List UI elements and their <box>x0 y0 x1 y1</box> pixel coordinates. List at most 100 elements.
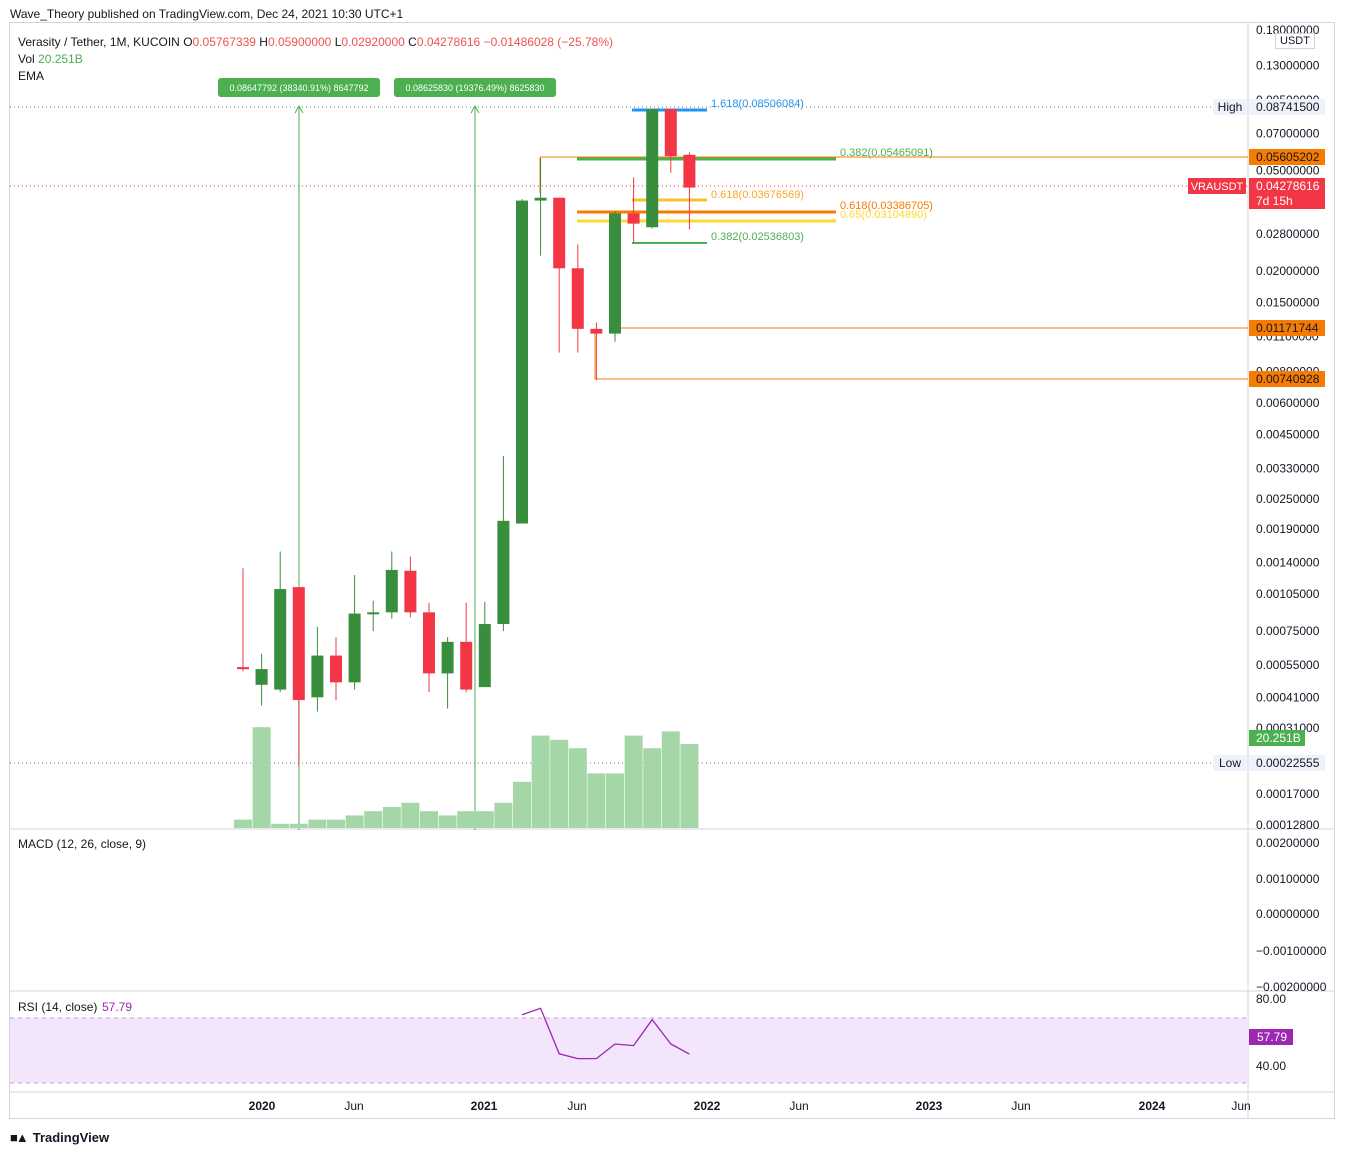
tag-value-bg <box>1249 730 1305 746</box>
rsi-title: RSI (14, close) <box>18 1000 97 1014</box>
candle-2021-05 <box>571 244 584 353</box>
volume-bar <box>252 727 271 828</box>
volume-bar <box>587 773 606 828</box>
footer-brand-text: TradingView <box>32 1130 110 1145</box>
macd-axis-tick: 0.00200000 <box>1256 836 1320 850</box>
measure-arrowhead-1 <box>294 104 304 114</box>
low-label: L <box>334 35 342 49</box>
candle-2020-09 <box>423 602 435 693</box>
volume-bar <box>494 802 513 828</box>
low-value: 0.02920000 <box>341 35 405 49</box>
price-axis-tick: 0.05000000 <box>1256 163 1320 177</box>
price-axis-tick: 0.00140000 <box>1256 556 1320 570</box>
price-tag-green: 20.251B <box>1249 730 1305 746</box>
volume-value: 20.251B <box>38 52 83 66</box>
price-axis-tick: 0.00017000 <box>1256 787 1320 801</box>
currency-badge[interactable]: USDT <box>1275 33 1315 49</box>
price-axis-tick: 0.02000000 <box>1256 264 1320 278</box>
candle-body <box>441 641 454 674</box>
price-axis-tick: 0.00105000 <box>1256 587 1320 601</box>
tag-countdown: 7d 15h <box>1256 194 1293 208</box>
volume-bar <box>624 735 643 828</box>
macd-axis-tick: −0.00200000 <box>1256 980 1327 994</box>
candle-2021-09 <box>646 109 659 229</box>
volume-bar <box>680 744 699 828</box>
candle-2021-08 <box>627 177 640 243</box>
volume-bar <box>420 811 438 828</box>
symbol-title[interactable]: Verasity / Tether, 1M, KUCOIN <box>18 35 180 49</box>
volume-bar <box>401 802 420 828</box>
tag-label: Low <box>1219 756 1241 770</box>
tag-value-bg <box>1249 178 1325 209</box>
candle-2021-11 <box>683 152 696 230</box>
candle-2019-11 <box>237 568 249 672</box>
candle-body <box>553 197 566 269</box>
candle-2020-05 <box>348 575 361 690</box>
volume-bar <box>364 811 383 828</box>
high-value: 0.05900000 <box>267 35 332 49</box>
macd-axis-tick: 0.00000000 <box>1256 907 1320 921</box>
volume-bar <box>661 731 680 828</box>
time-axis-label: 2023 <box>916 1099 943 1113</box>
tag-label-bg <box>1213 755 1247 771</box>
volume-bar <box>643 748 662 828</box>
tag-value: 0.00740928 <box>1256 372 1320 386</box>
candle-body <box>646 109 659 228</box>
candle-2020-07 <box>385 551 398 619</box>
close-value: 0.04278616 <box>416 35 481 49</box>
candle-body <box>367 612 380 615</box>
price-axis[interactable]: 0.180000000.130000000.095000000.07000000… <box>1256 23 1327 1073</box>
candle-body <box>460 641 473 690</box>
time-axis[interactable]: 2020 Jun 2021 Jun 2022 Jun 2023 Jun 2024 Jun <box>249 1099 1251 1113</box>
tradingview-logo-icon: ■▲ <box>10 1130 29 1145</box>
measure-label-2[interactable]: 0.08625830 (19376.49%) 8625830 <box>394 78 556 97</box>
open-label: O <box>183 35 193 49</box>
macd-axis-tick: 0.00100000 <box>1256 872 1320 886</box>
candle-2020-03 <box>311 626 324 712</box>
candle-body <box>311 655 324 698</box>
candle-2020-01 <box>274 551 287 693</box>
candle-2021-04 <box>553 197 566 353</box>
candle-2021-02 <box>516 199 528 524</box>
tag-value: 20.251B <box>1256 731 1301 745</box>
candle-body <box>609 213 621 334</box>
footer-brand[interactable]: ■▲ TradingView <box>10 1130 109 1145</box>
tag-value: 0.05605202 <box>1256 150 1320 164</box>
volume-bars <box>234 669 699 828</box>
candle-body <box>423 612 435 674</box>
candle-body <box>348 613 361 683</box>
measure-label-2-text: 0.08625830 (19376.49%) 8625830 <box>405 83 544 93</box>
open-value: 0.05767339 <box>192 35 256 49</box>
candle-2020-10 <box>441 637 454 709</box>
candle-body <box>590 328 603 334</box>
candle-2021-03 <box>534 158 547 256</box>
tag-value-bg <box>1249 755 1325 771</box>
fib-0382-bot-label: 0.382(0.02536803) <box>711 231 804 243</box>
tag-label: High <box>1218 100 1243 114</box>
candle-body <box>497 520 510 625</box>
tag-value-bg <box>1249 320 1325 336</box>
price-axis-tick: 0.00041000 <box>1256 690 1320 704</box>
price-axis-tick: 0.13000000 <box>1256 59 1320 73</box>
price-tag-orange: 0.05605202 <box>1249 149 1325 165</box>
time-axis-label: Jun <box>1231 1099 1250 1113</box>
ema-legend[interactable]: EMA <box>18 69 45 83</box>
candle-2020-04 <box>330 637 342 701</box>
fib-0618-b-label: 0.618(0.03386705) <box>840 200 933 212</box>
fib-1618-label: 1.618(0.08506084) <box>711 98 804 110</box>
candle-body <box>516 200 528 524</box>
measure-label-1[interactable]: 0.08647792 (38340.91%) 8647792 <box>218 78 380 97</box>
chart-frame <box>9 22 1335 1119</box>
fib-065-label: 0.65(0.03104890) <box>840 209 927 221</box>
rsi-value-tag-text: 57.79 <box>1257 1030 1287 1044</box>
volume-legend[interactable]: Vol 20.251B <box>18 52 83 66</box>
candle-2020-12 <box>478 601 491 688</box>
time-axis-label: 2020 <box>249 1099 276 1113</box>
tag-value-bg <box>1249 371 1325 387</box>
volume-bar <box>438 815 457 828</box>
time-axis-label: 2022 <box>694 1099 721 1113</box>
close-label: C <box>408 35 417 49</box>
published-caption: Wave_Theory published on TradingView.com… <box>10 7 404 21</box>
change-value: −0.01486028 (−25.78%) <box>483 35 614 49</box>
